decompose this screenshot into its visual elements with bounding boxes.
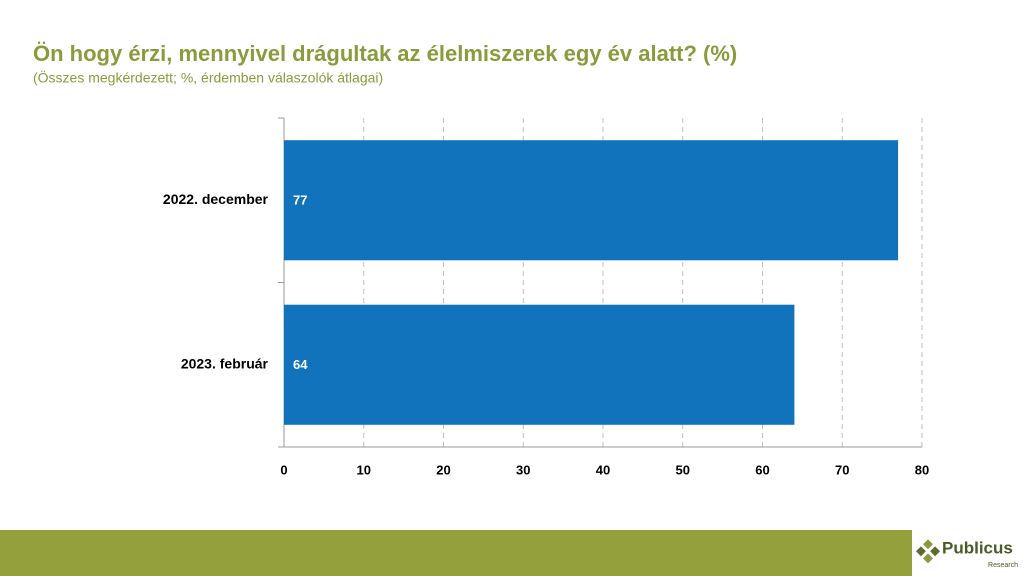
footer-band — [0, 530, 912, 576]
y-tick-label: 2023. február — [181, 355, 269, 371]
data-label: 64 — [293, 357, 308, 372]
chart-subtitle: (Összes megkérdezett; %, érdemben válasz… — [33, 69, 383, 86]
y-tick-label: 2022. december — [163, 191, 269, 207]
x-tick-label: 70 — [835, 462, 849, 477]
logo-name: Publicus — [942, 538, 1013, 557]
x-tick-label: 10 — [357, 462, 371, 477]
x-tick-label: 40 — [596, 462, 610, 477]
x-tick-label: 80 — [915, 462, 929, 477]
data-label: 77 — [293, 193, 307, 208]
bar — [284, 304, 795, 425]
bar — [284, 140, 899, 261]
x-tick-label: 30 — [516, 462, 530, 477]
x-tick-label: 50 — [676, 462, 690, 477]
x-tick-label: 20 — [436, 462, 450, 477]
logo: Publicus Research — [915, 538, 1018, 569]
chart-title: Ön hogy érzi, mennyivel drágultak az éle… — [33, 41, 737, 66]
x-tick-label: 60 — [755, 462, 769, 477]
x-tick-label: 0 — [280, 462, 287, 477]
logo-tagline: Research — [988, 562, 1018, 569]
